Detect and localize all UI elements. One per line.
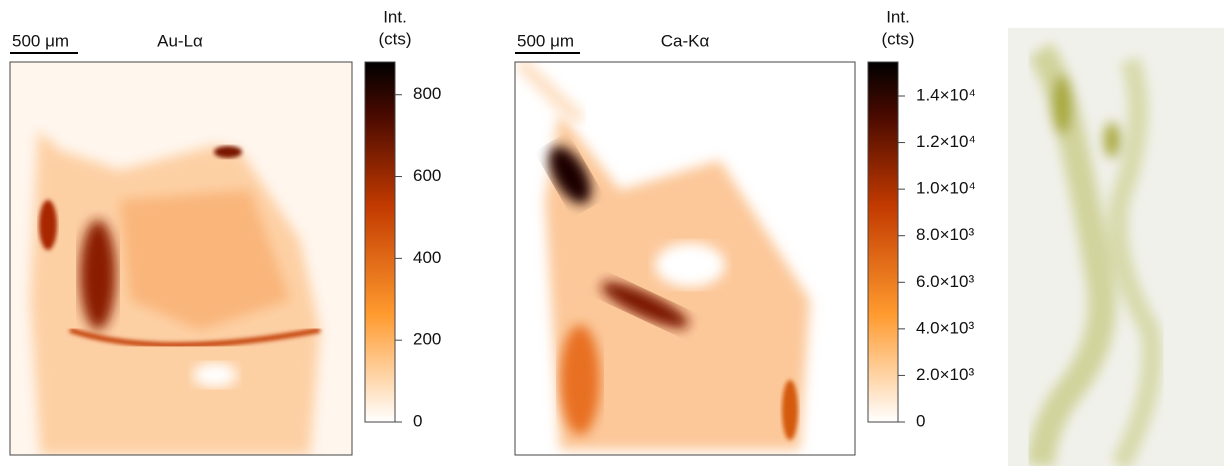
colorbar-tick-label: 0 — [413, 411, 422, 430]
colorbar-tick-label: 4.0×10³ — [916, 318, 974, 337]
colorbar-tick-label: 0 — [916, 411, 925, 430]
colorbar — [867, 61, 899, 423]
colorbar-tick-label: 400 — [413, 248, 441, 267]
colorbar-label: (cts) — [881, 29, 914, 48]
map-frame — [514, 61, 856, 456]
colorbar-tick-label: 6.0×10³ — [916, 272, 974, 291]
colorbar-tick-label: 800 — [413, 84, 441, 103]
colorbar-label: (cts) — [378, 29, 411, 48]
colorbar-tick-label: 600 — [413, 166, 441, 185]
colorbar-tick-label: 1.4×10⁴ — [916, 85, 976, 104]
ca-map — [515, 62, 855, 455]
panel-title: Au-Lα — [157, 31, 203, 50]
colorbar-tick-label: 2.0×10³ — [916, 365, 974, 384]
colorbar-label: Int. — [886, 7, 910, 26]
colorbar — [364, 61, 396, 423]
colorbar-tick-label: 1.2×10⁴ — [916, 132, 976, 151]
scale-bar-label: 500 μm — [517, 31, 574, 50]
colorbar-tick-label: 1.0×10⁴ — [916, 179, 976, 198]
panel-title: Ca-Kα — [661, 31, 710, 50]
sample — [1026, 42, 1162, 466]
colorbar-tick-label: 8.0×10³ — [916, 225, 974, 244]
scale-bar-label: 500 μm — [12, 31, 69, 50]
colorbar-label: Int. — [383, 7, 407, 26]
au-map — [10, 62, 352, 455]
colorbar-tick-label: 200 — [413, 330, 441, 349]
map-frame — [9, 61, 353, 456]
